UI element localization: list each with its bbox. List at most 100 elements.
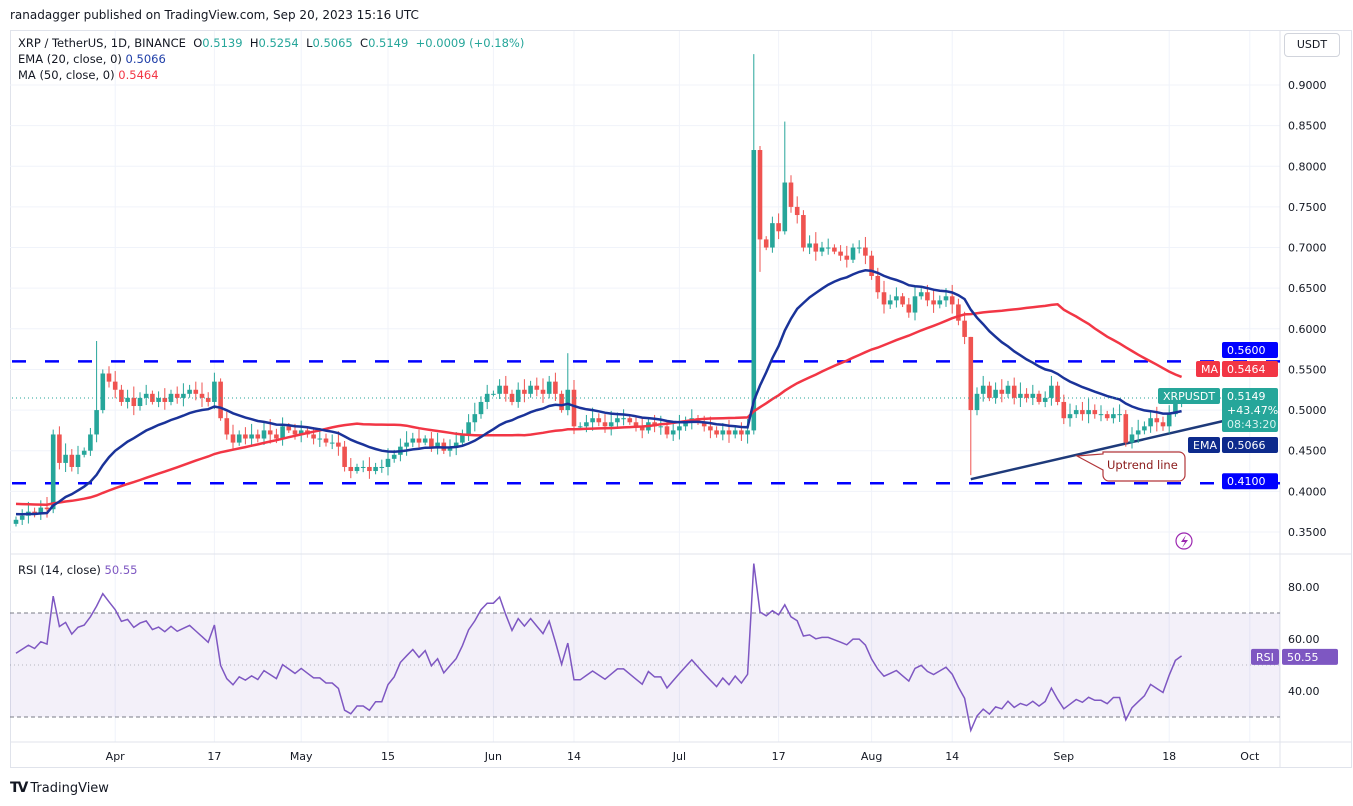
- high-label: H: [249, 36, 259, 50]
- candle: [453, 432, 459, 456]
- candle: [404, 431, 409, 456]
- candle: [1061, 394, 1067, 425]
- tradingview-logo[interactable]: TV TradingView: [10, 780, 109, 796]
- candle: [968, 336, 974, 476]
- candle: [342, 440, 347, 472]
- candle-body: [993, 389, 998, 398]
- candle-body: [584, 422, 589, 427]
- low-value: 0.5065: [312, 36, 353, 50]
- candle: [1086, 398, 1091, 424]
- symbol-title[interactable]: XRP / TetherUS, 1D, BINANCE: [18, 36, 186, 50]
- candle-body: [1092, 410, 1098, 415]
- candle-body: [751, 150, 757, 431]
- time-tick-label: 14: [945, 750, 959, 763]
- candle: [726, 419, 732, 443]
- candle: [999, 379, 1005, 403]
- main-legend: XRP / TetherUS, 1D, BINANCE O0.5139 H0.5…: [18, 35, 524, 83]
- candle: [435, 432, 440, 455]
- candle-body: [1067, 414, 1073, 419]
- candle: [205, 392, 211, 407]
- open-label: O: [193, 36, 203, 50]
- candle-body: [608, 422, 614, 427]
- rsi-name-tag: RSI: [1251, 648, 1279, 665]
- candle-body: [546, 381, 552, 394]
- candle: [974, 387, 980, 416]
- candle-body: [236, 434, 242, 443]
- candle: [863, 236, 868, 265]
- rsi-value-tag-bg: [1282, 648, 1338, 665]
- candle: [472, 402, 478, 432]
- candle: [1067, 403, 1073, 427]
- candle-body: [391, 454, 397, 459]
- candle: [143, 384, 149, 406]
- candle: [503, 375, 509, 402]
- candle: [608, 410, 614, 436]
- candle-body: [484, 393, 490, 402]
- candle: [57, 426, 62, 470]
- candle-body: [596, 418, 602, 423]
- candle: [528, 380, 533, 398]
- candle: [460, 429, 465, 447]
- candle: [900, 293, 905, 308]
- candle-body: [112, 381, 118, 390]
- candle-body: [534, 385, 540, 390]
- candle: [1098, 405, 1104, 422]
- candle: [1123, 410, 1129, 447]
- candle: [1135, 419, 1141, 443]
- candle-body: [553, 381, 558, 394]
- ema-legend[interactable]: EMA (20, close, 0) 0.5066: [18, 51, 524, 67]
- candle-body: [267, 430, 273, 435]
- candle-body: [81, 450, 87, 455]
- candle: [1005, 380, 1011, 398]
- candle: [534, 377, 540, 397]
- candle-body: [894, 296, 899, 301]
- candle-body: [311, 434, 316, 439]
- candle: [683, 416, 688, 431]
- candle-body: [602, 422, 608, 427]
- candle-body: [404, 442, 409, 447]
- candle-body: [1104, 414, 1110, 419]
- time-tick-label: Aug: [861, 750, 882, 763]
- candle: [1092, 404, 1098, 419]
- ma-name-tag-bg: [1196, 361, 1220, 377]
- last-price-tag-text: 0.5149: [1227, 390, 1266, 403]
- candle-body: [131, 397, 137, 407]
- candle-body: [677, 426, 682, 431]
- candle-body: [75, 454, 81, 467]
- candle-body: [1173, 401, 1178, 415]
- candle: [931, 289, 936, 313]
- candle: [199, 382, 205, 407]
- currency-button[interactable]: USDT: [1284, 33, 1340, 57]
- candle: [782, 121, 788, 235]
- candle: [112, 371, 118, 399]
- ema-price-tag: 0.5066: [1222, 437, 1278, 453]
- candle-body: [69, 454, 75, 467]
- candle-body: [1111, 414, 1116, 419]
- support-tag-text: 0.4100: [1227, 475, 1266, 488]
- candle-body: [453, 442, 459, 447]
- chart-frame: [10, 30, 1352, 768]
- candle: [956, 298, 961, 326]
- resistance-tag: 0.5600: [1222, 342, 1278, 358]
- candle: [63, 443, 68, 473]
- candle: [156, 391, 161, 408]
- candle-body: [323, 438, 329, 443]
- ma-legend[interactable]: MA (50, close, 0) 0.5464: [18, 67, 524, 83]
- candle-body: [1135, 430, 1141, 435]
- candle-body: [1049, 385, 1054, 398]
- candle-body: [218, 381, 223, 419]
- candle: [850, 243, 856, 263]
- rsi-legend[interactable]: RSI (14, close) 50.55: [18, 563, 137, 577]
- candle-body: [1154, 418, 1160, 423]
- candle-body: [528, 385, 533, 394]
- candle: [553, 372, 558, 401]
- candle: [212, 372, 217, 410]
- candle: [987, 381, 992, 402]
- candle: [670, 422, 676, 441]
- resistance-tag-text: 0.5600: [1227, 344, 1266, 357]
- candle: [131, 386, 137, 416]
- candle: [466, 414, 471, 441]
- candle: [243, 427, 248, 445]
- candle-body: [13, 519, 19, 524]
